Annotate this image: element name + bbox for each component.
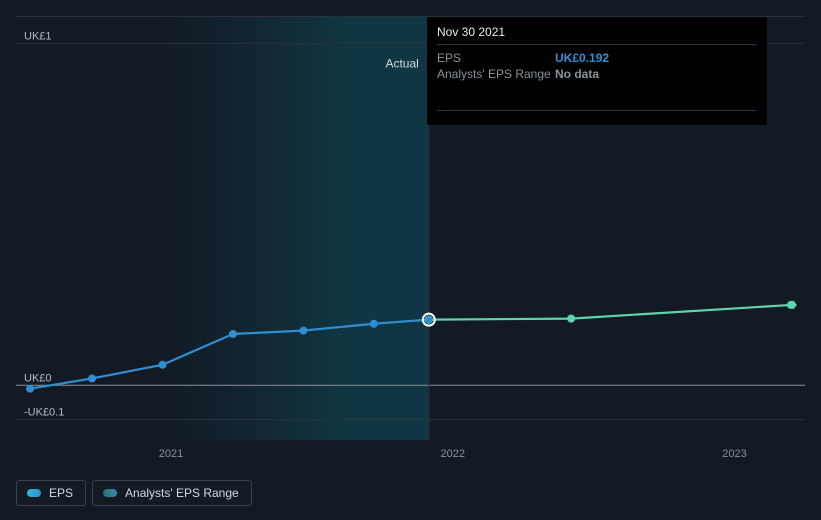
tooltip-row: EPSUK£0.192 [437,50,757,66]
legend-swatch [103,489,117,497]
eps-actual-point[interactable] [370,320,378,328]
eps-forecast-line [429,305,791,320]
tooltip-date: Nov 30 2021 [437,25,757,45]
tooltip-row: Analysts' EPS RangeNo data [437,66,757,82]
highlight-dot[interactable] [425,316,432,323]
legend-item[interactable]: EPS [16,480,86,506]
legend-item[interactable]: Analysts' EPS Range [92,480,252,506]
y-tick-label: UK£1 [24,30,52,42]
eps-actual-point[interactable] [88,374,96,382]
region-label-actual: Actual [385,56,418,70]
y-tick-label: -UK£0.1 [24,406,64,418]
eps-forecast-point[interactable] [567,315,575,323]
tooltip-row-label: EPS [437,51,555,65]
tooltip-row-label: Analysts' EPS Range [437,67,555,81]
eps-forecast-endcap [793,300,797,310]
x-tick-label: 2023 [722,448,746,460]
eps-actual-point[interactable] [299,327,307,335]
legend-label: Analysts' EPS Range [125,486,239,500]
x-tick-label: 2021 [159,448,183,460]
tooltip-rows: EPSUK£0.192Analysts' EPS RangeNo data [437,50,757,82]
y-tick-label: UK£0 [24,372,52,384]
eps-actual-point[interactable] [229,330,237,338]
chart-tooltip: Nov 30 2021 EPSUK£0.192Analysts' EPS Ran… [427,17,767,125]
actual-gradient-band [157,16,429,440]
eps-actual-point[interactable] [26,385,34,393]
tooltip-divider [437,110,757,111]
tooltip-row-value: UK£0.192 [555,51,609,65]
x-tick-label: 2022 [441,448,465,460]
legend-label: EPS [49,486,73,500]
chart-legend: EPS Analysts' EPS Range [16,480,252,506]
eps-actual-point[interactable] [159,361,167,369]
legend-swatch [27,489,41,497]
tooltip-row-value: No data [555,67,599,81]
